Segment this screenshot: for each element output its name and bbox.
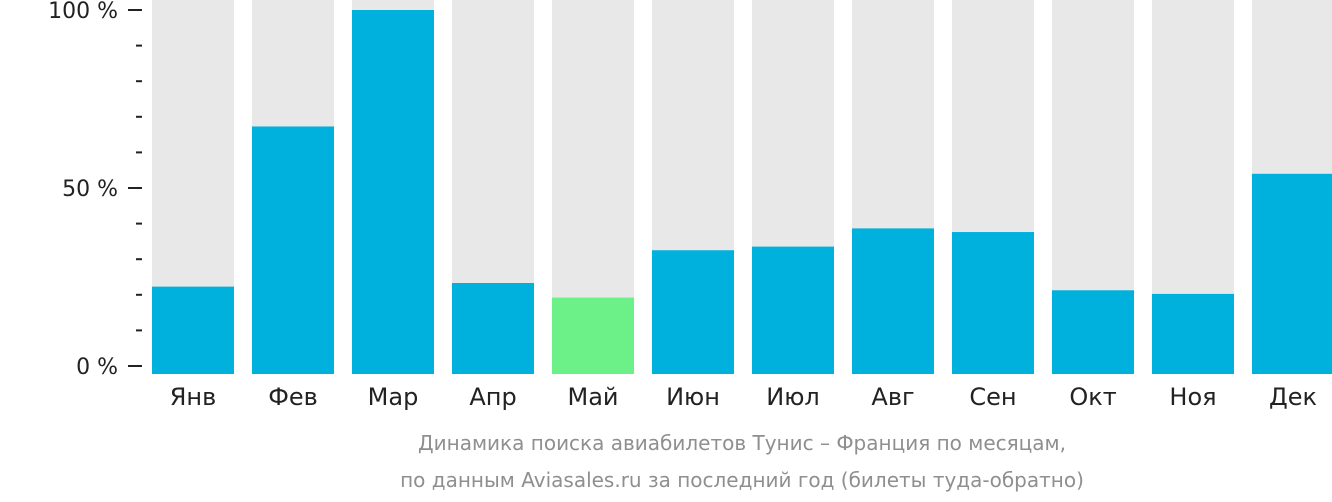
caption-line-2: по данным Aviasales.ru за последний год … (400, 468, 1084, 492)
x-tick-label: Фев (268, 383, 318, 411)
bar (852, 228, 934, 374)
x-tick-label: Дек (1269, 383, 1317, 411)
bar (1052, 290, 1134, 374)
bar-highlighted (552, 297, 634, 374)
x-tick-label: Апр (469, 383, 516, 411)
bar (952, 232, 1034, 374)
chart-caption: Динамика поиска авиабилетов Тунис – Фран… (400, 431, 1084, 492)
bar (752, 246, 834, 374)
x-tick-label: Мар (368, 383, 419, 411)
caption-line-1: Динамика поиска авиабилетов Тунис – Фран… (418, 431, 1066, 455)
x-tick-label: Ноя (1169, 383, 1216, 411)
x-tick-label: Июл (766, 383, 820, 411)
bar (452, 283, 534, 374)
y-axis: 0 % 50 % 100 % (48, 0, 142, 380)
bar (152, 286, 234, 374)
bar (1252, 173, 1332, 374)
x-tick-label: Июн (666, 383, 720, 411)
bar (252, 126, 334, 374)
bars (152, 0, 1332, 374)
x-tick-label: Сен (969, 383, 1016, 411)
bar (652, 250, 734, 374)
y-tick-label: 100 % (48, 0, 118, 24)
x-tick-label: Янв (170, 383, 217, 411)
y-tick-label: 50 % (62, 177, 118, 202)
x-tick-label: Май (567, 383, 618, 411)
bar (352, 10, 434, 374)
x-tick-label: Окт (1069, 383, 1116, 411)
x-axis-labels: Янв Фев Мар Апр Май Июн Июл Авг Сен Окт Ноя Дек (170, 383, 1317, 411)
bar (1152, 293, 1234, 374)
y-tick-label: 0 % (76, 355, 118, 380)
x-tick-label: Авг (871, 383, 914, 411)
